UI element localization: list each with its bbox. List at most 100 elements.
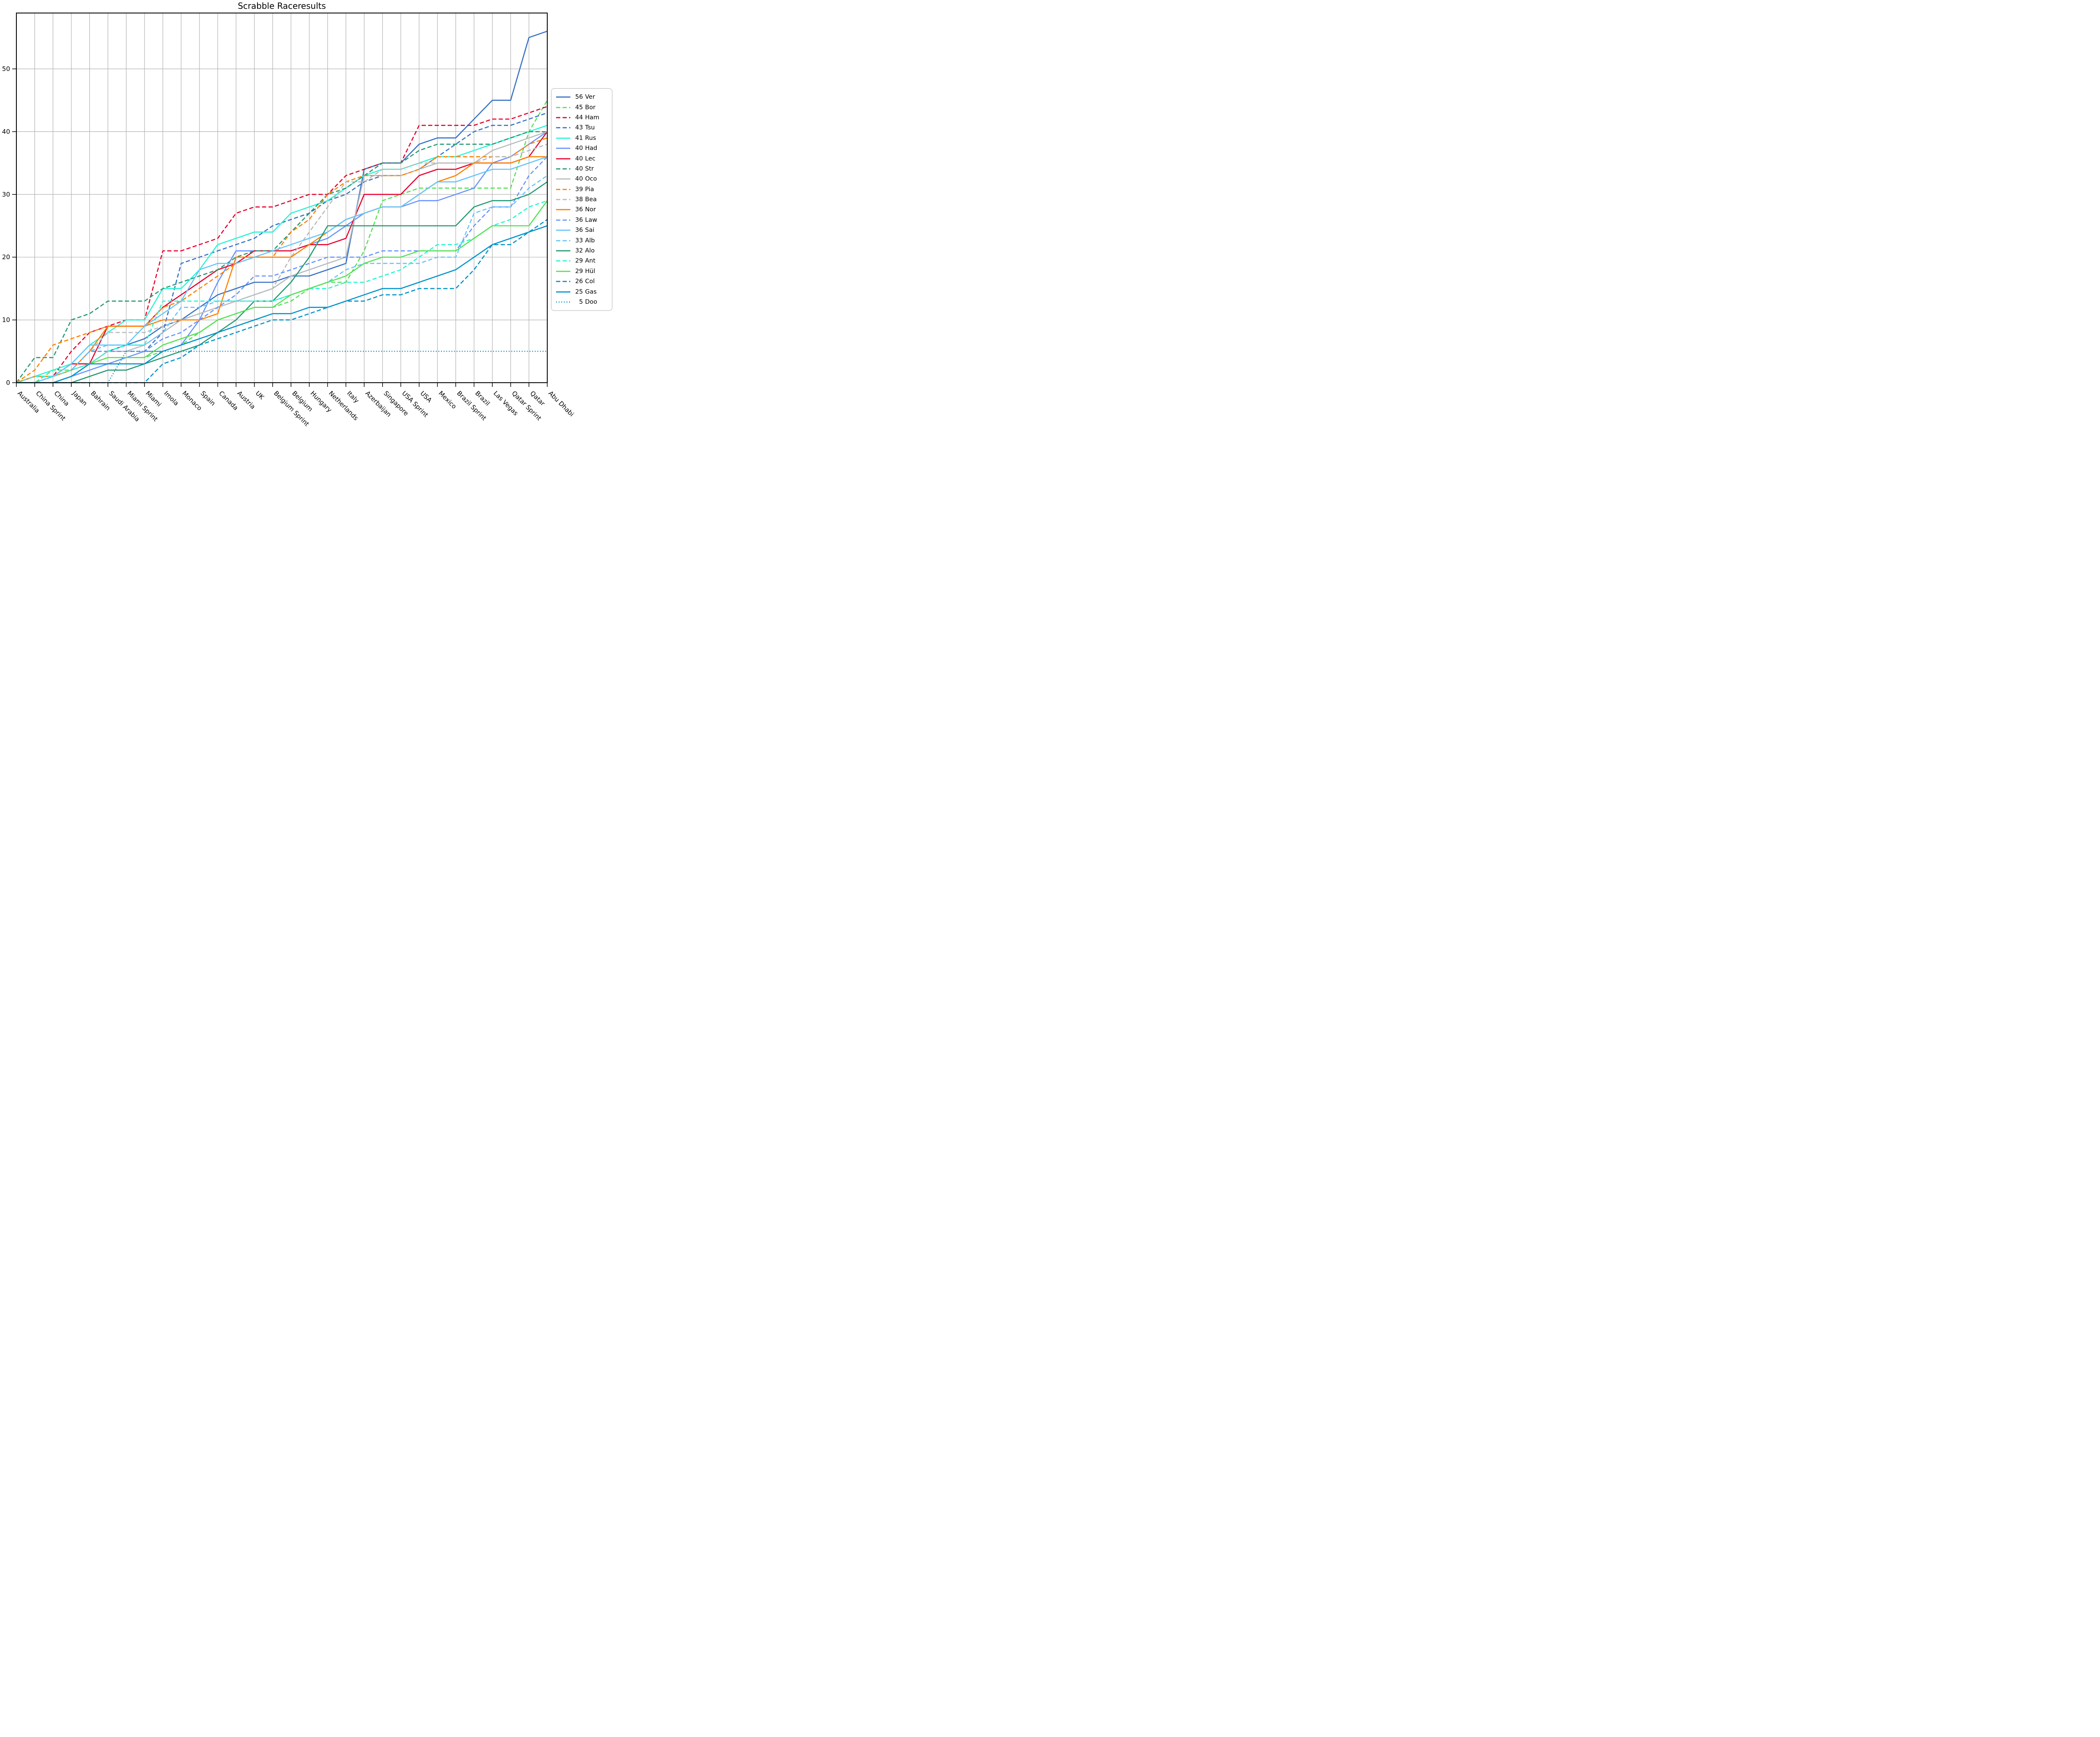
x-tick-label: Mexico [437,389,458,410]
legend-line-sample [556,229,570,231]
plot-border [16,13,548,383]
series-line-Hül [16,200,548,384]
legend-label: 44 Ham [574,114,599,121]
x-tick-label: UK [254,389,266,401]
legend-label: 29 Ant [574,258,596,264]
y-tick-label: 20 [2,253,10,261]
legend-value: 5 [579,299,583,305]
legend-label: 25 Gas [574,289,597,295]
legend-item-Lec: 40 Lec [556,153,609,163]
legend-line-sample [556,137,570,139]
legend-line-sample [556,107,570,108]
legend-item-Doo: 5 Doo [556,297,609,307]
legend-item-Ant: 29 Ant [556,256,609,266]
legend-line-sample [556,127,570,129]
y-tick-label: 50 [2,65,10,73]
legend-item-Ham: 44 Ham [556,113,609,123]
legend-driver: Ham [585,114,599,121]
legend-line-sample [556,240,570,242]
y-axis: 0 10 20 30 40 50 [2,65,16,386]
legend-value: 36 [575,216,583,223]
legend-label: 39 Pia [574,186,594,193]
legend-driver: Ver [585,94,595,101]
legend-label: 40 Lec [574,155,596,162]
legend-value: 40 [575,176,583,183]
legend-driver: Oco [585,176,597,183]
legend-item-Sai: 36 Sai [556,225,609,235]
legend-driver: Col [585,278,595,285]
x-tick-label: Canada [218,389,240,412]
legend-line-sample [556,117,570,118]
legend-label: 56 Ver [574,94,595,100]
legend-label: 41 Rus [574,135,596,142]
chart-title: Scrabble Raceresults [238,1,326,11]
series-line-Doo [16,350,547,384]
legend-label: 5 Doo [574,299,597,305]
legend-value: 43 [575,124,583,131]
legend-driver: Bea [585,196,597,203]
x-tick-label: Imola [163,389,180,407]
series-line-Pia [16,137,548,384]
legend-value: 40 [575,145,583,152]
x-tick-label: Monaco [181,389,203,412]
legend-driver: Nor [585,206,596,213]
legend-label: 29 Hül [574,268,596,275]
legend-driver: Alo [585,247,595,255]
legend-line-sample [556,158,570,159]
legend-line-sample [556,178,570,180]
legend-label: 38 Bea [574,196,597,203]
y-tick-label: 10 [2,316,10,324]
x-tick-label: Italy [346,389,361,405]
legend-driver: Str [585,165,594,172]
legend-driver: Ant [585,258,596,265]
legend-line-sample [556,271,570,272]
legend-driver: Doo [585,299,597,305]
legend-value: 40 [575,155,583,162]
legend-label: 36 Sai [574,227,595,234]
legend-line-sample [556,147,570,149]
legend-value: 29 [575,268,583,275]
legend-item-Had: 40 Had [556,143,609,153]
legend-label: 36 Nor [574,206,596,213]
legend-driver: Gas [585,288,597,295]
series-line-Gas [16,225,548,384]
legend-item-Alb: 33 Alb [556,235,609,245]
y-tick-label: 30 [2,191,10,198]
legend-value: 36 [575,227,583,234]
legend-label: 26 Col [574,278,595,285]
series-line-Sai [16,156,548,384]
chart-page: Scrabble Raceresults Australia China Spri… [0,0,614,434]
legend: 56 Ver 45 Bor 44 Ham 43 Tsu 41 Rus 40 Had 40 Lec 40 Str… [551,88,612,311]
series-line-Bea [16,144,548,384]
legend-value: 38 [575,196,583,203]
x-tick-label: Japan [71,389,89,407]
series-line-Lec [16,131,548,384]
legend-item-Hül: 29 Hül [556,266,609,276]
legend-line-sample [556,219,570,221]
legend-item-Bea: 38 Bea [556,194,609,205]
x-tick-label: Austria [236,389,257,410]
legend-item-Nor: 36 Nor [556,205,609,215]
series-line-Law [16,156,548,384]
legend-label: 40 Had [574,145,597,152]
x-tick-label: Abu Dhabi [547,389,575,418]
legend-item-Law: 36 Law [556,215,609,225]
legend-line-sample [556,189,570,190]
legend-value: 25 [575,288,583,295]
legend-item-Ver: 56 Ver [556,92,609,102]
legend-item-Pia: 39 Pia [556,184,609,194]
legend-item-Tsu: 43 Tsu [556,123,609,133]
legend-label: 36 Law [574,217,597,223]
legend-label: 33 Alb [574,237,595,244]
series-line-Rus [16,125,548,384]
legend-line-sample [556,281,570,282]
legend-value: 26 [575,278,583,285]
legend-line-sample [556,209,570,210]
legend-item-Gas: 25 Gas [556,286,609,297]
legend-line-sample [556,199,570,200]
series-line-Alo [16,181,548,384]
legend-driver: Pia [585,186,594,193]
series-lines [16,31,548,384]
legend-line-sample [556,250,570,252]
